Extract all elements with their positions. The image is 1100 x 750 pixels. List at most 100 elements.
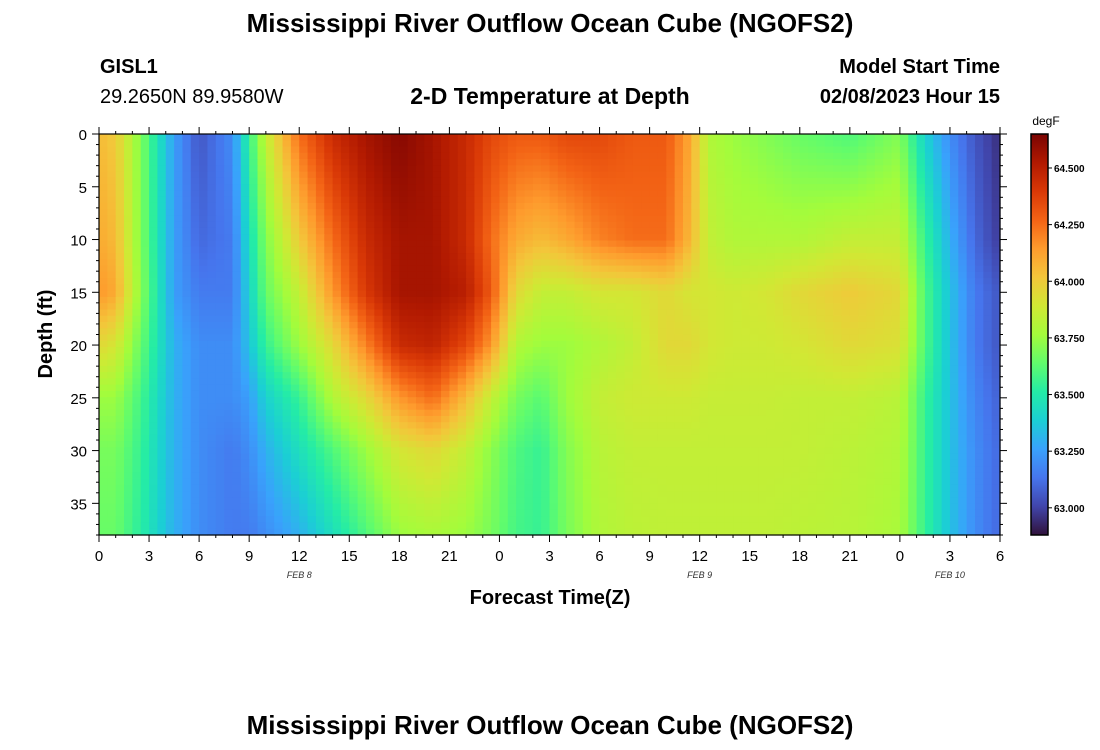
heatmap-cell bbox=[549, 165, 559, 173]
heatmap-cell bbox=[833, 165, 843, 173]
heatmap-cell bbox=[416, 365, 425, 373]
heatmap-cell bbox=[307, 397, 317, 405]
heatmap-cell bbox=[657, 415, 667, 423]
heatmap-cell bbox=[240, 321, 250, 329]
heatmap-cell bbox=[716, 347, 726, 354]
heatmap-cell bbox=[199, 152, 209, 160]
heatmap-cell bbox=[541, 340, 551, 348]
heatmap-cell bbox=[532, 202, 542, 210]
heatmap-cell bbox=[682, 209, 692, 217]
heatmap-cell bbox=[449, 227, 459, 235]
heatmap-cell bbox=[374, 271, 384, 279]
heatmap-cell bbox=[416, 340, 425, 348]
heatmap-cell bbox=[382, 278, 392, 285]
heatmap-cell bbox=[174, 140, 184, 148]
heatmap-cell bbox=[708, 234, 717, 242]
heatmap-cell bbox=[399, 196, 409, 204]
heatmap-cell bbox=[491, 215, 501, 223]
heatmap-cell bbox=[666, 309, 676, 317]
heatmap-cell bbox=[441, 259, 450, 267]
heatmap-cell bbox=[532, 415, 542, 423]
heatmap-cell bbox=[115, 359, 125, 367]
heatmap-cell bbox=[716, 165, 726, 173]
heatmap-cell bbox=[107, 403, 117, 411]
heatmap-cell bbox=[349, 397, 359, 405]
heatmap-cell bbox=[641, 171, 651, 179]
heatmap-cell bbox=[215, 340, 225, 348]
heatmap-cell bbox=[841, 378, 851, 386]
heatmap-cell bbox=[641, 284, 651, 292]
heatmap-cell bbox=[541, 246, 551, 254]
heatmap-cell bbox=[299, 415, 309, 423]
heatmap-cell bbox=[858, 278, 868, 285]
heatmap-cell bbox=[199, 397, 209, 405]
heatmap-cell bbox=[190, 372, 200, 379]
heatmap-cell bbox=[249, 409, 259, 417]
heatmap-cell bbox=[958, 171, 968, 179]
heatmap-cell bbox=[958, 159, 968, 166]
heatmap-cell bbox=[783, 227, 793, 235]
heatmap-cell bbox=[149, 253, 158, 260]
heatmap-cell bbox=[274, 390, 284, 398]
heatmap-cell bbox=[215, 372, 225, 379]
heatmap-cell bbox=[599, 328, 609, 336]
heatmap-cell bbox=[307, 390, 317, 398]
heatmap-cell bbox=[691, 271, 701, 279]
heatmap-cell bbox=[282, 134, 292, 141]
heatmap-cell bbox=[607, 309, 617, 317]
heatmap-cell bbox=[716, 134, 726, 141]
heatmap-cell bbox=[240, 196, 250, 204]
heatmap-cell bbox=[532, 365, 542, 373]
heatmap-cell bbox=[274, 196, 284, 204]
heatmap-cell bbox=[574, 177, 584, 185]
heatmap-cell bbox=[232, 159, 242, 166]
heatmap-cell bbox=[107, 296, 117, 304]
heatmap-cell bbox=[966, 215, 976, 223]
heatmap-cell bbox=[574, 365, 584, 373]
heatmap-cell bbox=[816, 372, 826, 379]
heatmap-cell bbox=[758, 221, 767, 229]
heatmap-cell bbox=[808, 359, 818, 367]
heatmap-cell bbox=[357, 378, 367, 386]
heatmap-cell bbox=[482, 134, 492, 141]
heatmap-cell bbox=[582, 165, 592, 173]
heatmap-cell bbox=[858, 271, 868, 279]
heatmap-cell bbox=[149, 159, 158, 166]
heatmap-cell bbox=[858, 253, 868, 260]
heatmap-cell bbox=[591, 378, 601, 386]
heatmap-cell bbox=[541, 234, 551, 242]
heatmap-cell bbox=[866, 140, 876, 148]
heatmap-cell bbox=[532, 347, 542, 354]
heatmap-cell bbox=[349, 328, 359, 336]
heatmap-cell bbox=[716, 215, 726, 223]
heatmap-cell bbox=[841, 409, 851, 417]
heatmap-cell bbox=[407, 184, 417, 191]
heatmap-cell bbox=[124, 309, 133, 317]
heatmap-cell bbox=[441, 315, 450, 323]
heatmap-cell bbox=[365, 152, 375, 160]
heatmap-cell bbox=[991, 246, 1001, 254]
heatmap-cell bbox=[474, 278, 484, 285]
heatmap-cell bbox=[833, 234, 843, 242]
heatmap-cell bbox=[582, 253, 592, 260]
heatmap-cell bbox=[941, 190, 951, 198]
heatmap-cell bbox=[841, 271, 851, 279]
heatmap-cell bbox=[699, 177, 709, 185]
heatmap-cell bbox=[499, 315, 509, 323]
heatmap-cell bbox=[207, 409, 217, 417]
heatmap-cell bbox=[290, 152, 300, 160]
heatmap-cell bbox=[691, 340, 701, 348]
heatmap-cell bbox=[140, 409, 150, 417]
heatmap-cell bbox=[849, 202, 859, 210]
heatmap-cell bbox=[908, 309, 918, 317]
heatmap-cell bbox=[724, 397, 734, 405]
heatmap-cell bbox=[457, 165, 467, 173]
heatmap-cell bbox=[449, 415, 459, 423]
heatmap-cell bbox=[682, 253, 692, 260]
heatmap-cell bbox=[165, 190, 175, 198]
heatmap-cell bbox=[474, 246, 484, 254]
heatmap-cell bbox=[674, 165, 684, 173]
heatmap-cell bbox=[215, 278, 225, 285]
heatmap-cell bbox=[574, 184, 584, 191]
heatmap-cell bbox=[432, 290, 442, 298]
